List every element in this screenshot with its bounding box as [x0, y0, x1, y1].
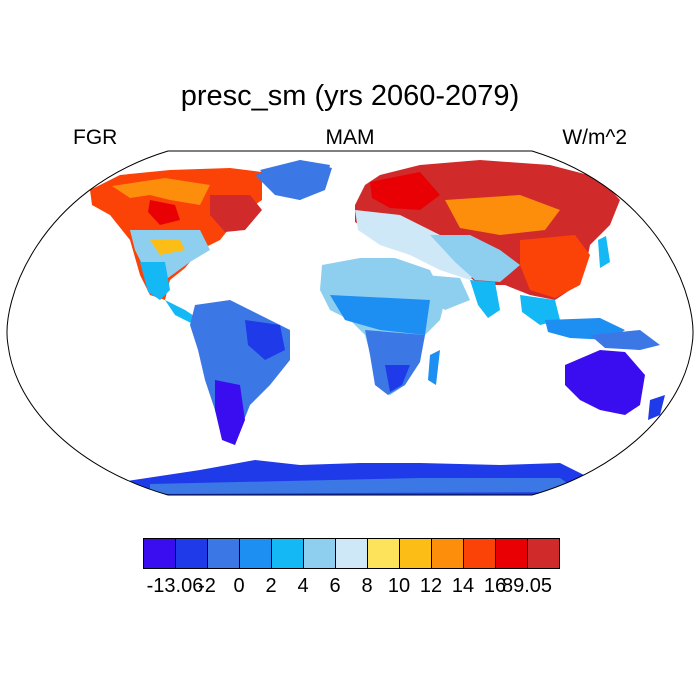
colorbar-tick-label: 8 [361, 575, 373, 597]
colorbar-tick-label: 12 [419, 575, 443, 597]
colorbar-tick-label: 16 [483, 575, 507, 597]
australia-land [565, 350, 645, 415]
colorbar-tick-label: 2 [265, 575, 277, 597]
units-label: W/m^2 [562, 126, 627, 149]
colorbar-swatch [463, 538, 496, 569]
colorbar-swatch [527, 538, 560, 569]
colorbar-tick-label: -13.06 [146, 575, 204, 597]
colorbar [143, 538, 560, 569]
colorbar-swatch [335, 538, 368, 569]
colorbar-swatch [495, 538, 528, 569]
season-label: MAM [325, 126, 375, 149]
colorbar-swatch [399, 538, 432, 569]
colorbar-swatch [303, 538, 336, 569]
colorbar-tick-label: -2 [198, 575, 216, 597]
colorbar-swatch [431, 538, 464, 569]
colorbar-swatch [175, 538, 208, 569]
map-projection-outline [6, 150, 694, 496]
colorbar-swatch [239, 538, 272, 569]
colorbar-tick-label: 10 [387, 575, 411, 597]
colorbar-swatch [367, 538, 400, 569]
colorbar-swatch [271, 538, 304, 569]
colorbar-tick-label: 0 [233, 575, 245, 597]
colorbar-tick-label: 89.05 [501, 575, 553, 597]
colorbar-tick-label: 14 [451, 575, 475, 597]
colorbar-swatch [143, 538, 176, 569]
colorbar-tick-label: 4 [297, 575, 309, 597]
variable-label: FGR [73, 126, 118, 149]
colorbar-swatch [207, 538, 240, 569]
map-title: presc_sm (yrs 2060-2079) [180, 80, 520, 112]
colorbar-tick-label: 6 [329, 575, 341, 597]
